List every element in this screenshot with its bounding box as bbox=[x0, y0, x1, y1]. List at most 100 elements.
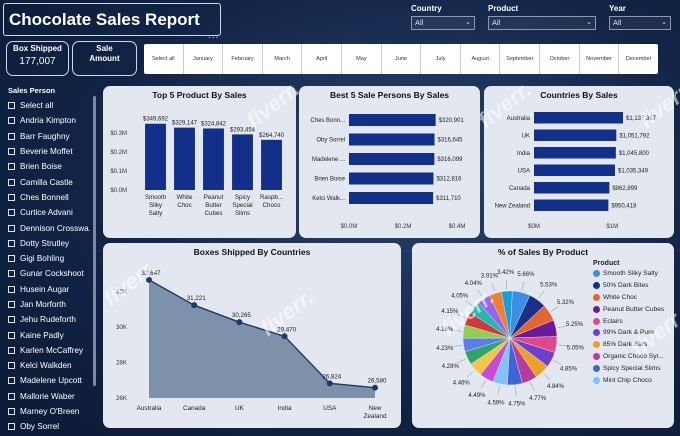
month-option[interactable]: Select all bbox=[144, 44, 184, 74]
month-option[interactable]: January bbox=[184, 44, 224, 74]
sales-person-item[interactable]: Marney O'Breen bbox=[8, 404, 90, 419]
sales-person-item[interactable]: Dennison Crosswa... bbox=[8, 220, 90, 235]
country-filter[interactable]: All ⌄ bbox=[411, 16, 475, 30]
month-option[interactable]: May bbox=[342, 44, 382, 74]
boxes-shipped-title: Boxes Shipped By Countries bbox=[193, 247, 311, 257]
legend-label: Mint Chip Choco bbox=[603, 376, 652, 384]
legend-item[interactable]: Spicy Special Slims bbox=[593, 362, 673, 374]
sales-person-item[interactable]: Jan Morforth bbox=[8, 297, 90, 312]
checkbox-icon[interactable] bbox=[8, 301, 15, 308]
sales-person-item[interactable]: Gigi Bohling bbox=[8, 251, 90, 266]
leader-line bbox=[543, 373, 551, 381]
sales-person-item[interactable]: Dotty Strutley bbox=[8, 236, 90, 251]
sales-person-item[interactable]: Mallorie Waber bbox=[8, 389, 90, 404]
month-option[interactable]: March bbox=[263, 44, 303, 74]
sales-person-item[interactable]: Madelene Upcott bbox=[8, 373, 90, 388]
checkbox-icon[interactable] bbox=[8, 346, 15, 354]
month-option[interactable]: July bbox=[421, 44, 461, 74]
checkbox-icon[interactable] bbox=[8, 285, 15, 293]
data-label: 5.32% bbox=[557, 300, 575, 306]
category-label: Australia bbox=[507, 116, 531, 122]
data-label: 32,647 bbox=[142, 270, 161, 277]
legend-item[interactable]: Organic Choco Syr... bbox=[593, 351, 673, 363]
legend-item[interactable]: Mint Chip Choco bbox=[593, 374, 673, 386]
data-point bbox=[146, 276, 152, 283]
sales-person-label: Kelci Walkden bbox=[20, 361, 72, 371]
data-label: $293,454 bbox=[230, 127, 256, 133]
checkbox-icon[interactable] bbox=[8, 316, 15, 324]
data-point bbox=[236, 319, 243, 326]
month-option[interactable]: October bbox=[540, 44, 580, 74]
checkbox-icon[interactable] bbox=[8, 255, 15, 263]
checkbox-icon[interactable] bbox=[8, 132, 15, 140]
data-label: $311,710 bbox=[436, 196, 461, 202]
sales-person-item[interactable]: Husein Augar bbox=[8, 282, 90, 297]
sales-person-item[interactable]: Select all bbox=[8, 98, 90, 113]
month-option[interactable]: February bbox=[223, 44, 263, 74]
sales-person-item[interactable]: Ches Bonnell bbox=[8, 190, 90, 205]
bar bbox=[232, 134, 253, 190]
checkbox-icon[interactable] bbox=[8, 377, 15, 385]
more-options-icon[interactable]: ... bbox=[208, 30, 220, 41]
checkbox-icon[interactable] bbox=[8, 178, 15, 186]
sales-person-item[interactable]: Curtice Advani bbox=[8, 205, 90, 220]
sales-person-scrollbar[interactable] bbox=[93, 96, 96, 386]
product-filter[interactable]: All ⌄ bbox=[488, 16, 596, 30]
boxes-shipped-chart: 26K 28K 30K 32K 32,647 Australia 31,221 Canada 3… bbox=[116, 270, 387, 420]
legend-item[interactable]: 99% Dark & Pure bbox=[593, 327, 673, 339]
sales-person-label: Oby Sorrel bbox=[20, 422, 60, 432]
checkbox-icon[interactable] bbox=[8, 148, 15, 156]
checkbox-icon[interactable] bbox=[8, 270, 15, 278]
bar bbox=[349, 133, 435, 146]
sales-person-item[interactable]: Kaine Padly bbox=[8, 327, 90, 342]
year-filter[interactable]: All ⌄ bbox=[609, 16, 671, 30]
legend-item[interactable]: Smooth Sliky Salty bbox=[593, 268, 673, 280]
checkbox-icon[interactable] bbox=[8, 193, 15, 201]
month-option[interactable]: November bbox=[580, 44, 620, 74]
checkbox-icon[interactable] bbox=[8, 423, 15, 431]
bar bbox=[145, 123, 166, 190]
checkbox-icon[interactable] bbox=[8, 408, 15, 416]
legend-item[interactable]: Peanut Butter Cubes bbox=[593, 303, 673, 315]
month-option[interactable]: August bbox=[461, 44, 501, 74]
sales-person-item[interactable]: Gunar Cockshoot bbox=[8, 266, 90, 281]
bar bbox=[534, 112, 624, 124]
sales-person-item[interactable]: Oby Sorrel bbox=[8, 419, 90, 434]
month-option[interactable]: September bbox=[500, 44, 541, 74]
month-option[interactable]: April bbox=[302, 44, 343, 74]
sales-person-label: Beverie Moffet bbox=[20, 147, 73, 157]
bar bbox=[534, 164, 616, 176]
category-label: Australia bbox=[137, 405, 162, 412]
legend-item[interactable]: White Choc bbox=[593, 292, 673, 304]
month-option[interactable]: December bbox=[625, 56, 652, 62]
legend-item[interactable]: 50% Dark Bites bbox=[593, 280, 673, 292]
checkbox-icon[interactable] bbox=[8, 331, 15, 339]
checkbox-icon[interactable] bbox=[8, 209, 15, 217]
y-tick-label: $0.2M bbox=[110, 150, 127, 156]
sales-person-item[interactable]: Barr Faughny bbox=[8, 129, 90, 144]
category-label: Raspb... bbox=[260, 194, 283, 201]
legend-dot-icon bbox=[593, 293, 600, 301]
checkbox-icon[interactable] bbox=[8, 224, 15, 232]
data-point bbox=[281, 333, 288, 340]
sales-person-item[interactable]: Beverie Moffet bbox=[8, 144, 90, 159]
checkbox-icon[interactable] bbox=[8, 392, 15, 400]
sales-person-item[interactable]: Jehu Rudeforth bbox=[8, 312, 90, 327]
legend-item[interactable]: Eclairs bbox=[593, 315, 673, 327]
sales-person-item[interactable]: Camilla Castle bbox=[8, 174, 90, 189]
sales-person-label: Barr Faughny bbox=[20, 131, 70, 141]
sales-person-item[interactable]: Brien Boise bbox=[8, 159, 90, 174]
checkbox-icon[interactable] bbox=[8, 362, 15, 370]
pie-legend: Product Smooth Sliky Salty 50% Dark Bites… bbox=[593, 260, 673, 386]
checkbox-icon[interactable] bbox=[8, 239, 15, 247]
legend-item[interactable]: 85% Dark Bars bbox=[593, 339, 673, 351]
sales-person-item[interactable]: Karlen McCaffrey bbox=[8, 343, 90, 358]
checkbox-icon[interactable] bbox=[8, 102, 15, 110]
checkbox-icon[interactable] bbox=[8, 117, 15, 125]
box-shipped-label: Box Shipped bbox=[13, 44, 62, 53]
checkbox-icon[interactable] bbox=[8, 163, 15, 171]
sales-person-item[interactable]: Kelci Walkden bbox=[8, 358, 90, 373]
month-option[interactable]: June bbox=[382, 44, 422, 74]
sales-person-item[interactable]: Andria Kimpton bbox=[8, 113, 90, 128]
sales-pct-panel: % of Sales By Product 5.66% 5.53% 5.32% 5.2… bbox=[412, 243, 674, 428]
